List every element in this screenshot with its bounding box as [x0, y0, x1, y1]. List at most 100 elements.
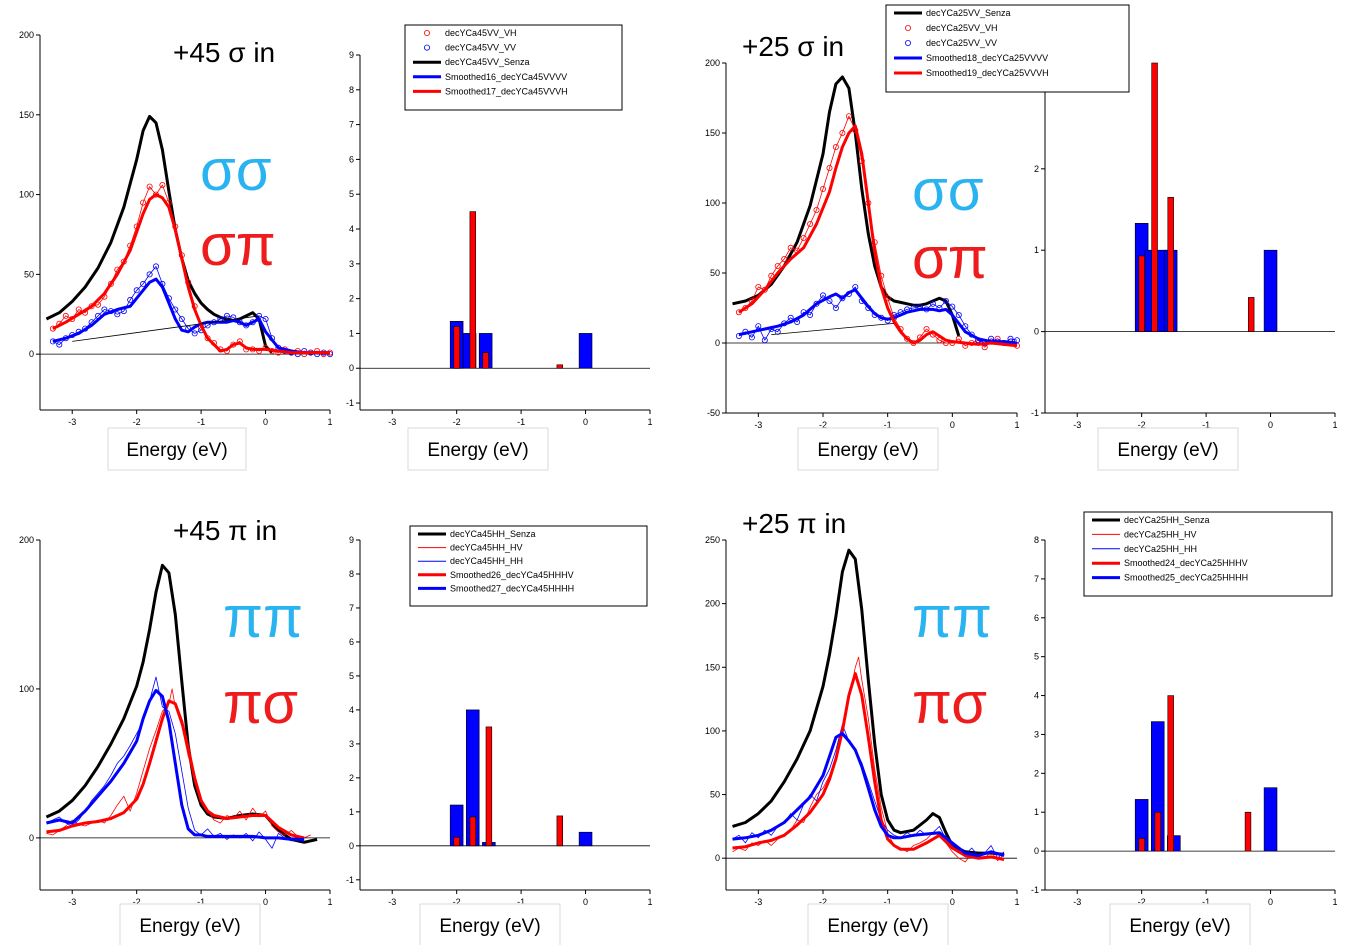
- legend-label: decYCa45HH_Senza: [450, 529, 536, 539]
- series-line: [732, 75, 961, 337]
- bar: [1263, 249, 1278, 332]
- x-tick-label: -1: [1202, 897, 1210, 907]
- legend-label: decYCa45VV_Senza: [445, 57, 530, 67]
- x-tick-label: -3: [1073, 420, 1081, 430]
- x-tick-label: 1: [1014, 420, 1019, 430]
- x-tick-label: -3: [388, 417, 396, 427]
- series-line: [771, 323, 895, 335]
- bar: [469, 816, 476, 847]
- x-tick-label: 0: [1268, 897, 1273, 907]
- y-tick-label: 8: [349, 85, 354, 95]
- y-tick-label: 4: [1034, 691, 1039, 701]
- x-axis-label: Energy (eV): [439, 916, 540, 937]
- y-tick-label: 2: [349, 294, 354, 304]
- y-tick-label: 7: [349, 603, 354, 613]
- y-tick-label: 100: [19, 684, 34, 694]
- legend-label: Smoothed18_decYCa25VVVV: [926, 53, 1048, 63]
- data-point: [152, 263, 159, 270]
- y-tick-label: 200: [705, 599, 720, 609]
- y-tick-label: 0: [1034, 846, 1039, 856]
- series-line: [46, 688, 305, 841]
- legend-label: Smoothed26_decYCa45HHHV: [450, 570, 574, 580]
- legend-swatch: [423, 29, 430, 36]
- channel-label: σπ: [912, 226, 988, 291]
- y-tick-label: 6: [349, 637, 354, 647]
- x-tick-label: 1: [327, 897, 332, 907]
- y-tick-label: 8: [349, 569, 354, 579]
- legend-label: decYCa25VV_Senza: [926, 8, 1011, 18]
- x-axis-label-box: [407, 427, 549, 471]
- series-line: [52, 265, 331, 355]
- legend-label: decYCa25VV_VH: [926, 23, 998, 33]
- data-point: [774, 262, 781, 269]
- legend-label: decYCa25VV_VV: [926, 38, 997, 48]
- channel-label: σσ: [200, 138, 272, 203]
- channel-label: σπ: [200, 213, 276, 278]
- legend-label: Smoothed25_decYCa25HHHH: [1124, 573, 1248, 583]
- x-tick-label: -1: [517, 897, 525, 907]
- x-tick-label: -2: [453, 897, 461, 907]
- y-tick-label: 0: [349, 841, 354, 851]
- data-point: [133, 287, 140, 294]
- x-tick-label: 0: [263, 417, 268, 427]
- x-axis-label: Energy (eV): [1129, 916, 1230, 937]
- data-point: [845, 113, 852, 120]
- bar: [469, 211, 476, 369]
- data-point: [114, 311, 121, 318]
- legend-label: decYCa25HH_HV: [1124, 529, 1197, 539]
- y-tick-label: 0: [349, 363, 354, 373]
- legend-label: decYCa25HH_Senza: [1124, 515, 1210, 525]
- x-axis-label: Energy (eV): [1117, 440, 1218, 461]
- y-tick-label: 6: [349, 154, 354, 164]
- y-tick-label: 150: [705, 662, 720, 672]
- x-tick-label: 1: [647, 897, 652, 907]
- x-tick-label: -2: [133, 417, 141, 427]
- y-tick-label: -50: [707, 408, 720, 418]
- y-tick-label: 200: [19, 30, 34, 40]
- data-point: [813, 206, 820, 213]
- chart-p25p: 0 50 100 150 200 250 -3 -2 -1 0 1 Energy (eV) +25 π …: [705, 508, 1020, 947]
- data-point: [159, 181, 166, 188]
- channel-label: ππ: [912, 585, 992, 650]
- data-point: [146, 183, 153, 190]
- y-tick-label: 50: [710, 790, 720, 800]
- data-point: [781, 255, 788, 262]
- series-line: [732, 548, 1005, 856]
- channel-label: σσ: [912, 158, 984, 223]
- x-tick-label: 0: [263, 897, 268, 907]
- x-tick-label: -3: [754, 420, 762, 430]
- data-point: [755, 323, 762, 330]
- legend-swatch: [423, 44, 430, 51]
- data-point: [832, 304, 839, 311]
- bar: [1138, 255, 1145, 332]
- bar: [453, 326, 460, 369]
- x-axis-label-box: [797, 427, 939, 471]
- data-point: [146, 271, 153, 278]
- series-line: [738, 288, 1018, 345]
- y-tick-label: 150: [19, 110, 34, 120]
- data-point: [832, 143, 839, 150]
- data-point: [62, 312, 69, 319]
- channel-label: πσ: [223, 671, 298, 736]
- x-axis-label: Energy (eV): [126, 440, 227, 461]
- bar: [556, 815, 564, 847]
- bar: [1167, 197, 1174, 332]
- x-axis-label-box: [1097, 427, 1239, 471]
- x-tick-label: 1: [647, 417, 652, 427]
- series-line: [52, 277, 330, 355]
- data-point: [955, 311, 962, 318]
- y-tick-label: 200: [19, 535, 34, 545]
- x-tick-label: 1: [327, 417, 332, 427]
- y-tick-label: 250: [705, 535, 720, 545]
- data-point: [755, 283, 762, 290]
- y-tick-label: 3: [349, 739, 354, 749]
- x-axis-label-box: [1109, 903, 1251, 947]
- data-point: [942, 297, 949, 304]
- bar: [482, 352, 489, 369]
- y-tick-label: 150: [705, 128, 720, 138]
- y-tick-label: 50: [710, 268, 720, 278]
- data-point: [929, 300, 936, 307]
- y-tick-label: 50: [24, 269, 34, 279]
- y-tick-label: 100: [705, 198, 720, 208]
